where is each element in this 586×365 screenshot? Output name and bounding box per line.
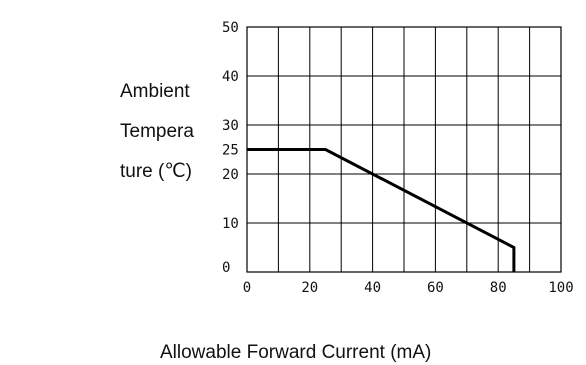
y-axis-label: Ambient Tempera ture (℃) [120,81,194,182]
y-axis-label-line-2: Tempera [120,121,194,142]
x-tick-60: 60 [427,280,444,296]
y-tick-40: 40 [222,69,239,85]
y-axis-label-line-1: Ambient [120,81,190,102]
y-tick-50: 50 [222,20,239,36]
derating-curve [247,148,516,272]
y-axis-label-line-3: ture (℃) [120,161,192,182]
y-tick-10: 10 [222,216,239,232]
y-tick-30: 30 [222,118,239,134]
y-tick-0: 0 [222,260,230,276]
x-axis-label: Allowable Forward Current (mA) [160,342,431,363]
x-tick-40: 40 [364,280,381,296]
x-tick-20: 20 [301,280,318,296]
x-tick-80: 80 [490,280,507,296]
y-tick-labels: 0 10 20 25 30 40 50 [222,20,239,276]
y-tick-25: 25 [222,143,239,159]
x-tick-labels: 0 20 40 60 80 100 [243,280,574,296]
y-tick-20: 20 [222,167,239,183]
x-tick-0: 0 [243,280,251,296]
x-tick-100: 100 [548,280,573,296]
